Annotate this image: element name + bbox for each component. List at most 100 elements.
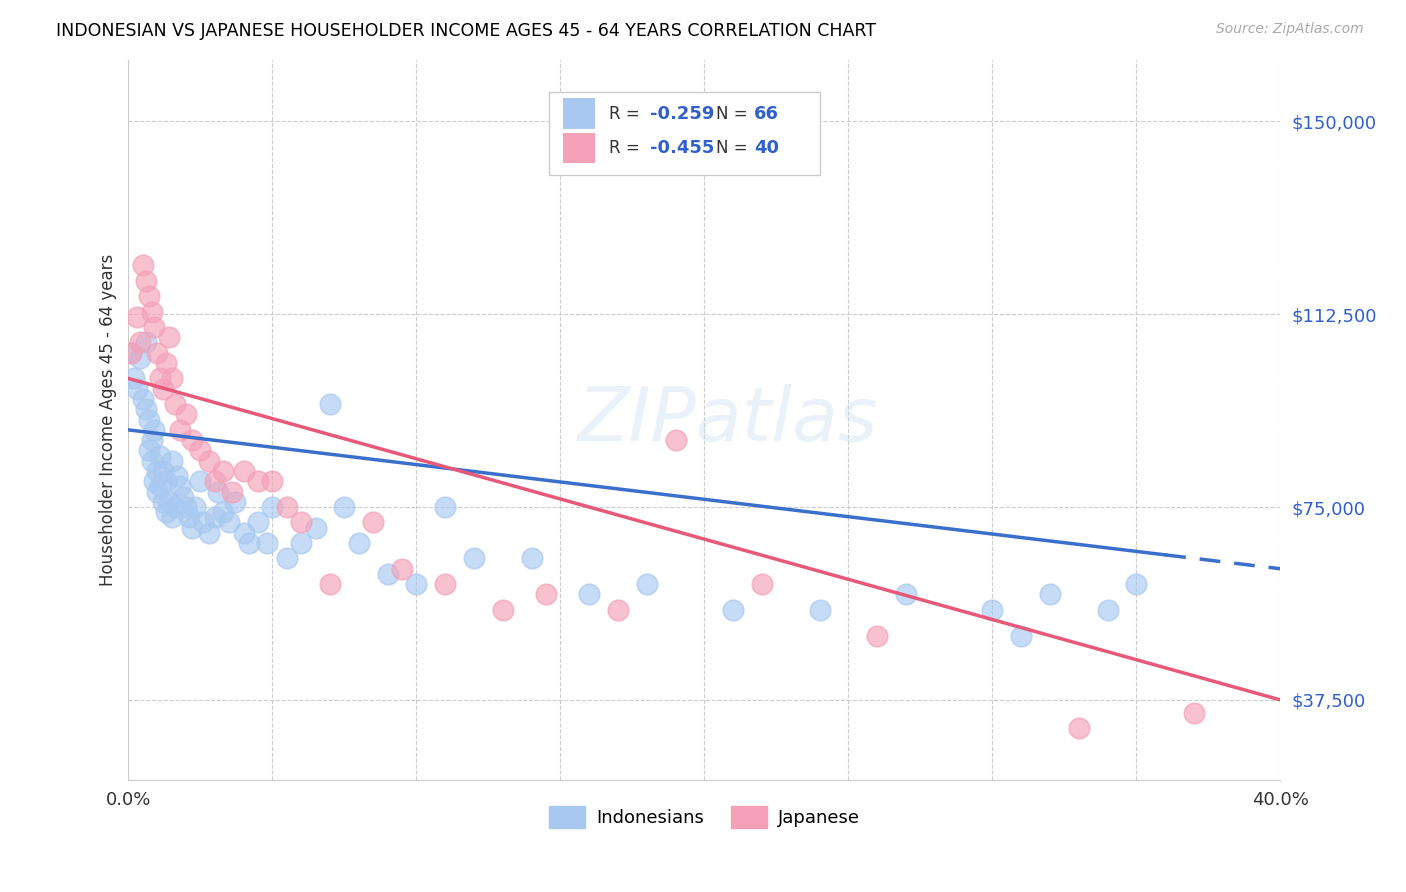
Point: [138, 289, 160, 303]
Point: [434, 577, 457, 591]
Point: [333, 500, 356, 514]
Y-axis label: Householder Income Ages 45 - 64 years: Householder Income Ages 45 - 64 years: [100, 253, 117, 586]
Point: [127, 382, 149, 396]
Point: [1097, 603, 1119, 617]
Text: 40: 40: [754, 139, 779, 157]
Point: [981, 603, 1004, 617]
Point: [157, 330, 180, 344]
Point: [193, 516, 215, 530]
Point: [377, 566, 399, 581]
Legend: Indonesians, Japanese: Indonesians, Japanese: [541, 799, 868, 836]
Point: [1010, 629, 1032, 643]
Point: [190, 443, 212, 458]
FancyBboxPatch shape: [548, 92, 820, 175]
Point: [391, 562, 413, 576]
Point: [183, 500, 205, 514]
Point: [238, 536, 260, 550]
Point: [190, 475, 212, 489]
Point: [152, 382, 174, 396]
Point: [463, 551, 485, 566]
Point: [160, 454, 183, 468]
Point: [129, 335, 152, 350]
Point: [166, 469, 188, 483]
Point: [122, 371, 145, 385]
Point: [232, 525, 254, 540]
Point: [138, 443, 160, 458]
Point: [143, 320, 166, 334]
Point: [120, 345, 142, 359]
Point: [160, 371, 183, 385]
Point: [1067, 721, 1090, 735]
Text: 66: 66: [754, 104, 779, 122]
Point: [138, 412, 160, 426]
Point: [155, 475, 177, 489]
Point: [204, 510, 226, 524]
Point: [290, 536, 312, 550]
Point: [152, 464, 174, 478]
Point: [169, 423, 191, 437]
Point: [157, 495, 180, 509]
Point: [143, 423, 166, 437]
Point: [636, 577, 658, 591]
Text: N =: N =: [716, 104, 752, 122]
Point: [155, 505, 177, 519]
Point: [894, 587, 917, 601]
Point: [174, 500, 197, 514]
Point: [721, 603, 744, 617]
Point: [290, 516, 312, 530]
Text: N =: N =: [716, 139, 752, 157]
Point: [751, 577, 773, 591]
Point: [163, 500, 186, 514]
Point: [198, 525, 221, 540]
Point: [212, 505, 235, 519]
Point: [256, 536, 278, 550]
Point: [152, 495, 174, 509]
Point: [141, 433, 163, 447]
Point: [276, 551, 298, 566]
Point: [132, 258, 155, 272]
Point: [160, 510, 183, 524]
Point: [198, 454, 221, 468]
Text: R =: R =: [609, 104, 645, 122]
Point: [665, 433, 688, 447]
Point: [808, 603, 831, 617]
Point: [120, 345, 142, 359]
Point: [163, 397, 186, 411]
Point: [224, 495, 246, 509]
Text: R =: R =: [609, 139, 645, 157]
Point: [1125, 577, 1147, 591]
Point: [218, 516, 240, 530]
Point: [129, 351, 152, 365]
Point: [262, 500, 284, 514]
Point: [1039, 587, 1062, 601]
Point: [180, 433, 202, 447]
Point: [1182, 706, 1205, 720]
Point: [143, 475, 166, 489]
Point: [534, 587, 557, 601]
Point: [207, 484, 229, 499]
Point: [405, 577, 427, 591]
Point: [305, 520, 328, 534]
Point: [247, 516, 270, 530]
Point: [149, 479, 172, 493]
Point: [132, 392, 155, 406]
Point: [149, 371, 172, 385]
Point: [866, 629, 889, 643]
Point: [127, 310, 149, 324]
Point: [276, 500, 298, 514]
Point: [135, 402, 157, 417]
Point: [578, 587, 600, 601]
Point: [141, 304, 163, 318]
Point: [434, 500, 457, 514]
Point: [212, 464, 235, 478]
Point: [141, 454, 163, 468]
Point: [232, 464, 254, 478]
Point: [149, 449, 172, 463]
Point: [319, 397, 342, 411]
Point: [135, 335, 157, 350]
Point: [361, 516, 384, 530]
Point: [607, 603, 630, 617]
Bar: [562, 133, 595, 163]
Point: [174, 408, 197, 422]
Point: [204, 475, 226, 489]
